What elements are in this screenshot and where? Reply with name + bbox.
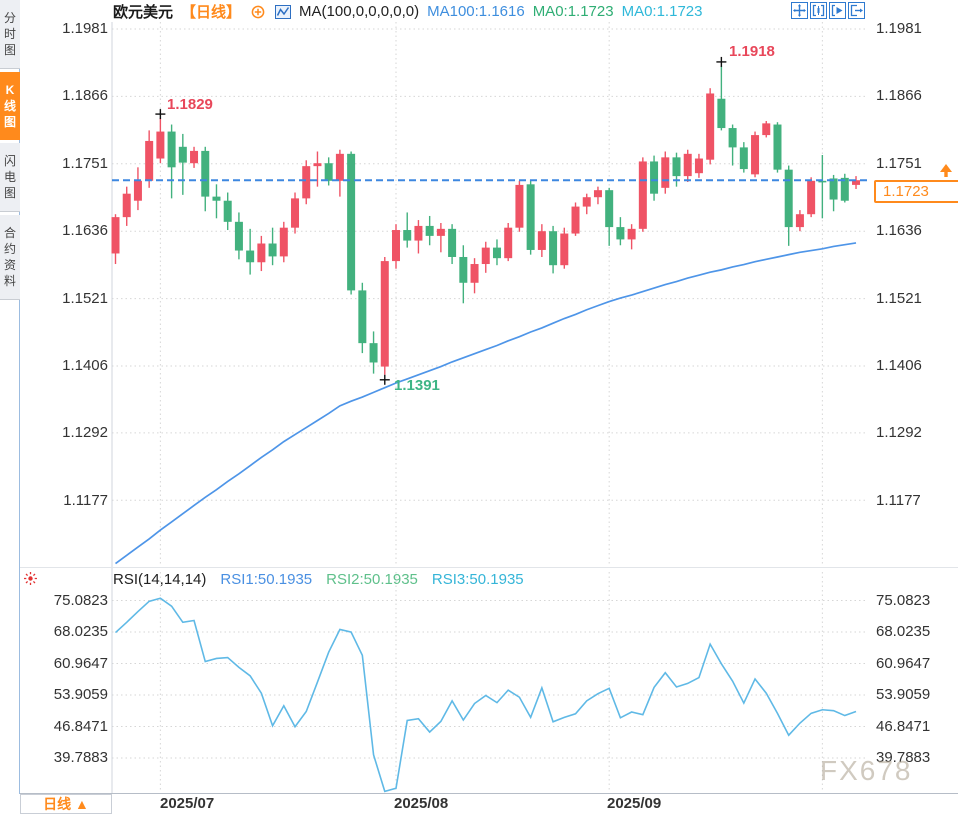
price-axis-label-left: 1.1866 — [62, 87, 108, 104]
price-axis-label-right: 1.1406 — [876, 357, 922, 374]
rsi-axis-label-left: 60.9647 — [53, 655, 108, 672]
chart-toolbar — [791, 2, 865, 19]
price-axis-label-right: 1.1292 — [876, 424, 922, 441]
rsi-axis-label-right: 46.8471 — [876, 718, 931, 735]
price-axis-label-right: 1.1636 — [876, 222, 922, 239]
rsi-axis-label-left: 68.0235 — [53, 623, 108, 640]
rsi-axis-label-right: 53.9059 — [876, 686, 931, 703]
jump-latest-icon[interactable] — [848, 2, 865, 19]
price-axis-label-left: 1.1521 — [62, 290, 108, 307]
ma-indicator-icon[interactable] — [274, 3, 291, 20]
x-axis-label: 2025/09 — [607, 795, 662, 812]
rsi-axis-label-left: 75.0823 — [53, 592, 108, 609]
sidebar-tab-kline-chart[interactable]: K线图 — [0, 72, 20, 140]
rsi-axis-label-left: 46.8471 — [53, 718, 108, 735]
ma-settings-label: MA(100,0,0,0,0,0) — [299, 3, 420, 20]
rsi-axis-label-right: 60.9647 — [876, 655, 931, 672]
rsi-title: RSI(14,14,14) — [113, 571, 207, 588]
price-axis-label-left: 1.1292 — [62, 424, 108, 441]
period-selector-label: 日线 — [43, 796, 72, 812]
rsi-axis-label-left: 39.7883 — [53, 749, 108, 766]
price-axis-label-right: 1.1866 — [876, 87, 922, 104]
rsi-axis-label-left: 53.9059 — [53, 686, 108, 703]
period-selector[interactable]: 日线 ▲ — [20, 794, 112, 814]
chart-header: 欧元美元 【日线】 MA(100,0,0,0,0,0) MA100:1.1616… — [113, 2, 702, 21]
ma100-value: MA100:1.1616 — [427, 3, 525, 20]
ma0-value-2: MA0:1.1723 — [621, 3, 703, 20]
add-indicator-icon[interactable] — [249, 3, 266, 20]
price-axis-label-right: 1.1981 — [876, 20, 922, 37]
price-up-arrow-icon — [938, 163, 954, 183]
swing-high-annotation: 1.1829 — [167, 96, 213, 113]
price-axis-label-left: 1.1177 — [63, 492, 108, 509]
rsi-header: RSI(14,14,14) RSI1:50.1935 RSI2:50.1935 … — [113, 571, 524, 588]
rsi-settings-icon[interactable] — [23, 571, 38, 591]
x-axis-label: 2025/07 — [160, 795, 215, 812]
price-axis-label-right: 1.1177 — [876, 492, 921, 509]
sidebar-tab-time-chart[interactable]: 分时图 — [0, 0, 20, 69]
price-axis-label-left: 1.1406 — [62, 357, 108, 374]
fx678-watermark: FX678 — [820, 755, 913, 786]
rsi1-value: RSI1:50.1935 — [220, 571, 313, 588]
swing-high-annotation: 1.1918 — [729, 43, 775, 60]
rsi-axis-label-right: 68.0235 — [876, 623, 931, 640]
price-axis-label-left: 1.1981 — [62, 20, 108, 37]
period-selector-arrow-icon: ▲ — [75, 796, 89, 812]
x-axis-label: 2025/08 — [394, 795, 449, 812]
sidebar: 分时图 K线图 闪电图 合约资料 — [0, 0, 20, 814]
pan-move-icon[interactable] — [791, 2, 808, 19]
playback-icon[interactable] — [829, 2, 846, 19]
price-axis-label-left: 1.1636 — [62, 222, 108, 239]
rsi2-value: RSI2:50.1935 — [326, 571, 418, 588]
current-price-tag: 1.1723 — [874, 180, 958, 203]
price-axis-label-left: 1.1751 — [62, 155, 108, 172]
symbol-name: 欧元美元 — [113, 4, 174, 21]
sidebar-tab-contract-info[interactable]: 合约资料 — [0, 215, 20, 300]
price-axis-label-right: 1.1751 — [876, 155, 922, 172]
rsi-axis-label-right: 75.0823 — [876, 592, 931, 609]
rsi-axis-label-right: 39.7883 — [876, 749, 931, 766]
swing-low-annotation: 1.1391 — [394, 377, 440, 394]
zoom-range-icon[interactable] — [810, 2, 827, 19]
ma0-value-1: MA0:1.1723 — [532, 3, 614, 20]
sidebar-tab-flash-chart[interactable]: 闪电图 — [0, 143, 20, 212]
period-tag: 【日线】 — [181, 4, 242, 21]
price-axis-label-right: 1.1521 — [876, 290, 922, 307]
rsi3-value: RSI3:50.1935 — [431, 571, 524, 588]
bottom-bar: 日线 ▲ 2025/07 2025/08 2025/09 — [0, 794, 958, 814]
